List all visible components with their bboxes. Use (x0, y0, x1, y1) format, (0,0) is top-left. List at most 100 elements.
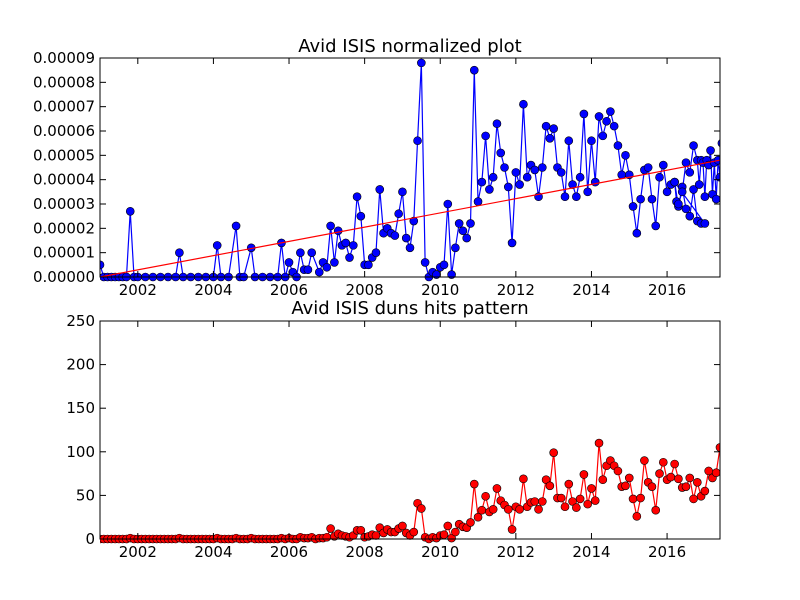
data-point (466, 518, 475, 527)
data-point (717, 139, 720, 148)
data-point (100, 260, 105, 270)
data-point (628, 494, 638, 504)
x-tick-label: 2016 (648, 543, 686, 561)
data-point (409, 527, 419, 537)
x-tick-label: 2010 (421, 281, 459, 299)
data-point (515, 505, 524, 514)
data-point (443, 199, 453, 209)
data-point (481, 131, 490, 141)
data-point (538, 497, 547, 506)
data-point (590, 496, 600, 505)
y-tick-label: 150 (66, 399, 95, 417)
data-point (345, 253, 354, 262)
y-tick-label: 200 (66, 356, 95, 374)
y-tick-label: 0.00001 (33, 244, 95, 262)
data-point (488, 505, 498, 514)
data-point (303, 265, 313, 275)
x-tick-label: 2014 (572, 281, 610, 299)
duns-hits-marks (100, 386, 720, 544)
data-point (488, 172, 498, 182)
data-point (628, 202, 638, 211)
data-point (522, 172, 532, 182)
data-point (677, 187, 687, 197)
data-point (598, 131, 608, 141)
x-tick-label: 2012 (497, 281, 535, 299)
data-point (451, 527, 460, 537)
data-point (473, 512, 483, 522)
data-point (711, 194, 720, 204)
data-point (658, 457, 668, 467)
data-point (507, 525, 517, 534)
y-tick-label: 0.00000 (33, 268, 95, 286)
data-point (322, 532, 332, 542)
x-tick-label: 2012 (497, 543, 535, 561)
x-tick-label: 2006 (270, 543, 308, 561)
data-point (670, 177, 679, 187)
data-point (594, 438, 604, 448)
y-axis: 0 50 100 150 200 250 (66, 312, 720, 548)
normalized-plot-panel: Avid ISIS normalized plot 2002 2004 2006 20… (33, 36, 721, 299)
data-point (326, 524, 335, 533)
data-point (307, 248, 317, 257)
data-point (371, 531, 381, 540)
data-point (556, 168, 566, 177)
data-point (545, 481, 555, 491)
data-point (572, 503, 581, 512)
data-point (685, 473, 695, 483)
data-point (458, 226, 468, 236)
x-tick-label: 2008 (346, 281, 384, 299)
data-point (662, 187, 672, 197)
data-point (583, 187, 592, 197)
data-point (689, 494, 698, 504)
data-point (606, 107, 615, 116)
y-tick-label: 0.00003 (33, 195, 95, 213)
x-tick-label: 2016 (648, 281, 686, 299)
y-tick-label: 0.00007 (33, 98, 95, 116)
data-point (125, 207, 135, 216)
data-point (333, 226, 343, 236)
data-point (632, 512, 642, 521)
x-tick-label: 2010 (421, 543, 459, 561)
data-point (651, 505, 661, 515)
data-point (534, 505, 543, 514)
data-point (579, 470, 589, 479)
data-point (417, 504, 426, 513)
data-point (706, 146, 715, 155)
chart-title: Avid ISIS normalized plot (298, 36, 522, 57)
data-point (352, 192, 362, 201)
data-point (530, 497, 540, 506)
y-tick-label: 250 (66, 312, 95, 330)
data-point (681, 204, 691, 214)
data-point (356, 525, 366, 535)
data-point (658, 160, 668, 170)
trend-line (100, 159, 720, 278)
data-point (636, 194, 645, 204)
plot-frame (99, 57, 721, 278)
data-point (613, 141, 623, 150)
data-point (443, 521, 453, 531)
data-point (375, 185, 385, 194)
data-point (413, 136, 422, 146)
data-point (598, 475, 608, 485)
data-point (503, 182, 513, 192)
data-point (492, 484, 502, 493)
data-point (296, 248, 305, 257)
data-point (466, 219, 475, 228)
data-point (398, 187, 407, 197)
data-point (447, 533, 456, 543)
data-point (417, 58, 426, 68)
data-point (485, 185, 494, 194)
data-point (420, 258, 430, 267)
data-point (500, 163, 509, 172)
data-point (575, 172, 585, 182)
y-tick-label: 0.00002 (33, 219, 95, 237)
data-point (519, 474, 528, 484)
x-tick-label: 2002 (119, 281, 157, 299)
data-point (647, 194, 657, 204)
data-point (560, 502, 570, 512)
data-point (632, 228, 642, 238)
data-point (621, 481, 630, 491)
data-point (515, 180, 524, 189)
